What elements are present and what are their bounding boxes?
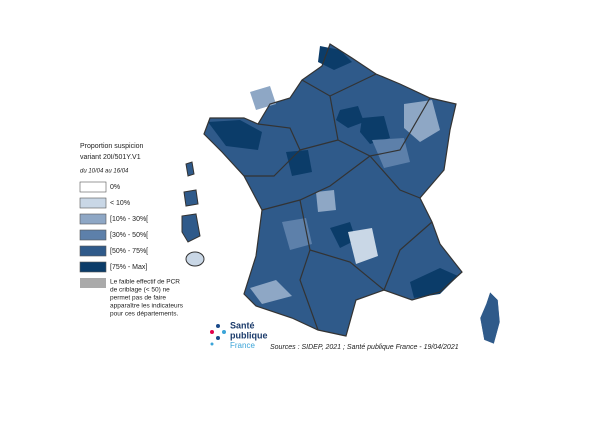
source: Sources : SIDEP, 2021 ; Santé publique F… (270, 344, 459, 351)
light-area (372, 138, 410, 168)
legend-swatch (80, 278, 106, 288)
legend-note: permet pas de faire (110, 295, 166, 302)
overseas (181, 213, 201, 243)
dark-area (208, 120, 262, 150)
logo-dot (210, 330, 214, 334)
legend-label: [75% - Max] (110, 264, 147, 271)
legend-swatch (79, 181, 107, 193)
logo: Santé publique France (210, 320, 268, 350)
light-area (348, 228, 378, 264)
legend: Proportion suspicion variant 20I/501Y.V1 d… (79, 143, 184, 318)
legend-label: [50% - 75%[ (110, 248, 148, 255)
logo-dot (222, 330, 226, 334)
dark-area (330, 222, 356, 248)
overseas (183, 189, 199, 207)
overseas (185, 251, 205, 267)
logo-text: Santé (230, 320, 255, 330)
region-border (369, 155, 421, 199)
dark-area (410, 268, 458, 298)
legend-label: [10% - 30%[ (110, 216, 148, 223)
corsica (479, 291, 501, 345)
logo-text: publique (230, 330, 268, 340)
legend-title: Proportion suspicion (80, 143, 144, 150)
region-border (203, 43, 463, 337)
legend-label: [30% - 50%[ (110, 232, 148, 239)
legend-swatch (79, 197, 107, 209)
light-area (282, 218, 312, 250)
legend-period: du 10/04 au 16/04 (80, 169, 129, 175)
region-border (244, 149, 301, 177)
legend-swatch (79, 229, 107, 241)
region-border (299, 199, 319, 331)
dark-area (360, 116, 390, 144)
legend-label: < 10% (110, 200, 130, 207)
logo-dot (216, 336, 220, 340)
region-border (309, 221, 433, 291)
legend-swatch (79, 213, 107, 225)
legend-title: variant 20I/501Y.V1 (80, 154, 141, 161)
legend-note: de criblage (< 50) ne (110, 287, 170, 294)
logo-dot (210, 342, 214, 346)
dark-area (336, 106, 364, 128)
region-border (257, 123, 339, 151)
legend-swatch (79, 261, 107, 273)
legend-swatch (79, 245, 107, 257)
legend-note: pour ces départements. (110, 311, 178, 318)
france-map (181, 43, 501, 345)
dark-area (286, 150, 312, 176)
legend-note: apparaître les indicateurs (110, 303, 184, 310)
logo-text: France (230, 341, 255, 350)
logo-dot (216, 324, 220, 328)
light-area (316, 190, 336, 212)
legend-note: Le faible effectif de PCR (110, 279, 180, 286)
overseas (185, 161, 195, 177)
light-area (250, 280, 292, 304)
region-border (261, 155, 371, 211)
light-area (404, 100, 440, 142)
legend-label: 0% (110, 184, 120, 191)
